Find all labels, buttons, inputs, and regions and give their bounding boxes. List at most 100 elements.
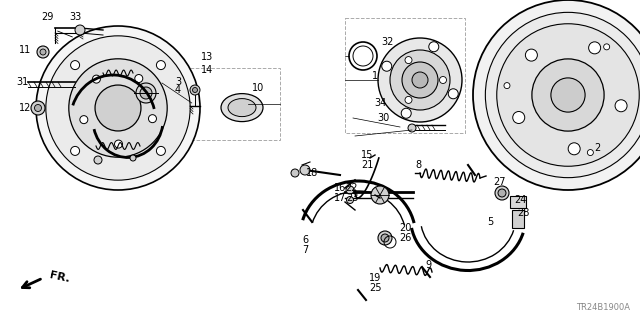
Bar xyxy=(512,210,524,228)
Circle shape xyxy=(300,165,310,175)
Text: 6: 6 xyxy=(302,235,308,245)
Circle shape xyxy=(140,87,152,99)
Circle shape xyxy=(92,75,100,83)
Text: 24: 24 xyxy=(514,195,526,205)
Circle shape xyxy=(75,25,85,35)
Circle shape xyxy=(408,124,416,132)
Ellipse shape xyxy=(221,93,263,122)
Circle shape xyxy=(405,96,412,103)
Circle shape xyxy=(495,186,509,200)
Text: 4: 4 xyxy=(175,85,181,95)
Text: 29: 29 xyxy=(41,12,53,22)
Circle shape xyxy=(69,59,167,157)
Circle shape xyxy=(378,231,392,245)
Circle shape xyxy=(193,87,198,92)
Text: 19: 19 xyxy=(369,273,381,283)
Circle shape xyxy=(401,108,412,118)
Text: 8: 8 xyxy=(415,160,421,170)
Text: 1: 1 xyxy=(372,71,378,81)
Ellipse shape xyxy=(228,99,256,116)
Text: 31: 31 xyxy=(16,77,28,87)
Text: 32: 32 xyxy=(382,37,394,47)
Circle shape xyxy=(136,83,156,103)
Circle shape xyxy=(525,49,538,61)
Circle shape xyxy=(568,143,580,155)
Text: 22: 22 xyxy=(346,183,358,193)
Text: 25: 25 xyxy=(369,283,381,293)
Circle shape xyxy=(473,0,640,190)
Circle shape xyxy=(412,72,428,88)
Circle shape xyxy=(148,115,156,123)
Circle shape xyxy=(440,76,447,84)
Circle shape xyxy=(94,156,102,164)
Circle shape xyxy=(513,111,525,124)
Text: 2: 2 xyxy=(594,143,600,153)
Circle shape xyxy=(429,42,439,52)
Bar xyxy=(185,68,280,140)
Text: 10: 10 xyxy=(252,83,264,93)
Circle shape xyxy=(504,83,510,89)
Circle shape xyxy=(35,105,42,111)
Text: 9: 9 xyxy=(425,260,431,270)
Circle shape xyxy=(381,234,389,242)
Circle shape xyxy=(588,149,593,156)
Text: 16: 16 xyxy=(334,183,346,193)
Circle shape xyxy=(381,61,392,71)
Circle shape xyxy=(130,155,136,161)
Circle shape xyxy=(615,100,627,112)
Circle shape xyxy=(448,89,458,99)
Circle shape xyxy=(346,196,353,204)
Circle shape xyxy=(498,189,506,197)
Circle shape xyxy=(589,42,600,54)
Circle shape xyxy=(70,60,79,69)
Circle shape xyxy=(405,57,412,64)
Circle shape xyxy=(80,116,88,124)
Circle shape xyxy=(371,186,389,204)
Circle shape xyxy=(40,49,46,55)
Text: 14: 14 xyxy=(201,65,213,75)
Circle shape xyxy=(135,75,143,83)
Text: 27: 27 xyxy=(493,177,506,187)
Text: TR24B1900A: TR24B1900A xyxy=(576,303,630,312)
Circle shape xyxy=(37,46,49,58)
Text: 28: 28 xyxy=(517,208,529,218)
Text: 23: 23 xyxy=(346,193,358,203)
Circle shape xyxy=(190,85,200,95)
Text: 33: 33 xyxy=(69,12,81,22)
Circle shape xyxy=(291,169,299,177)
Text: 12: 12 xyxy=(19,103,31,113)
Text: 34: 34 xyxy=(374,98,386,108)
Text: 20: 20 xyxy=(399,223,411,233)
Circle shape xyxy=(156,60,165,69)
Text: 18: 18 xyxy=(306,168,318,178)
Circle shape xyxy=(497,24,639,166)
Circle shape xyxy=(46,36,190,180)
Text: 3: 3 xyxy=(175,77,181,87)
Text: 21: 21 xyxy=(361,160,373,170)
Text: 5: 5 xyxy=(487,217,493,227)
Circle shape xyxy=(551,78,585,112)
Circle shape xyxy=(604,44,610,50)
Bar xyxy=(510,196,526,208)
Text: 17: 17 xyxy=(334,193,346,203)
Circle shape xyxy=(156,147,165,156)
Circle shape xyxy=(36,26,200,190)
Bar xyxy=(345,18,465,133)
Circle shape xyxy=(402,62,438,98)
Text: 7: 7 xyxy=(302,245,308,255)
Circle shape xyxy=(532,59,604,131)
Circle shape xyxy=(115,140,122,148)
Text: 15: 15 xyxy=(361,150,373,160)
Text: 11: 11 xyxy=(19,45,31,55)
Circle shape xyxy=(70,147,79,156)
Circle shape xyxy=(95,85,141,131)
Circle shape xyxy=(485,12,640,178)
Circle shape xyxy=(31,101,45,115)
Text: 13: 13 xyxy=(201,52,213,62)
Circle shape xyxy=(390,50,450,110)
Text: 26: 26 xyxy=(399,233,411,243)
Text: FR.: FR. xyxy=(49,270,71,284)
Text: 30: 30 xyxy=(377,113,389,123)
Circle shape xyxy=(378,38,462,122)
Circle shape xyxy=(346,186,354,194)
